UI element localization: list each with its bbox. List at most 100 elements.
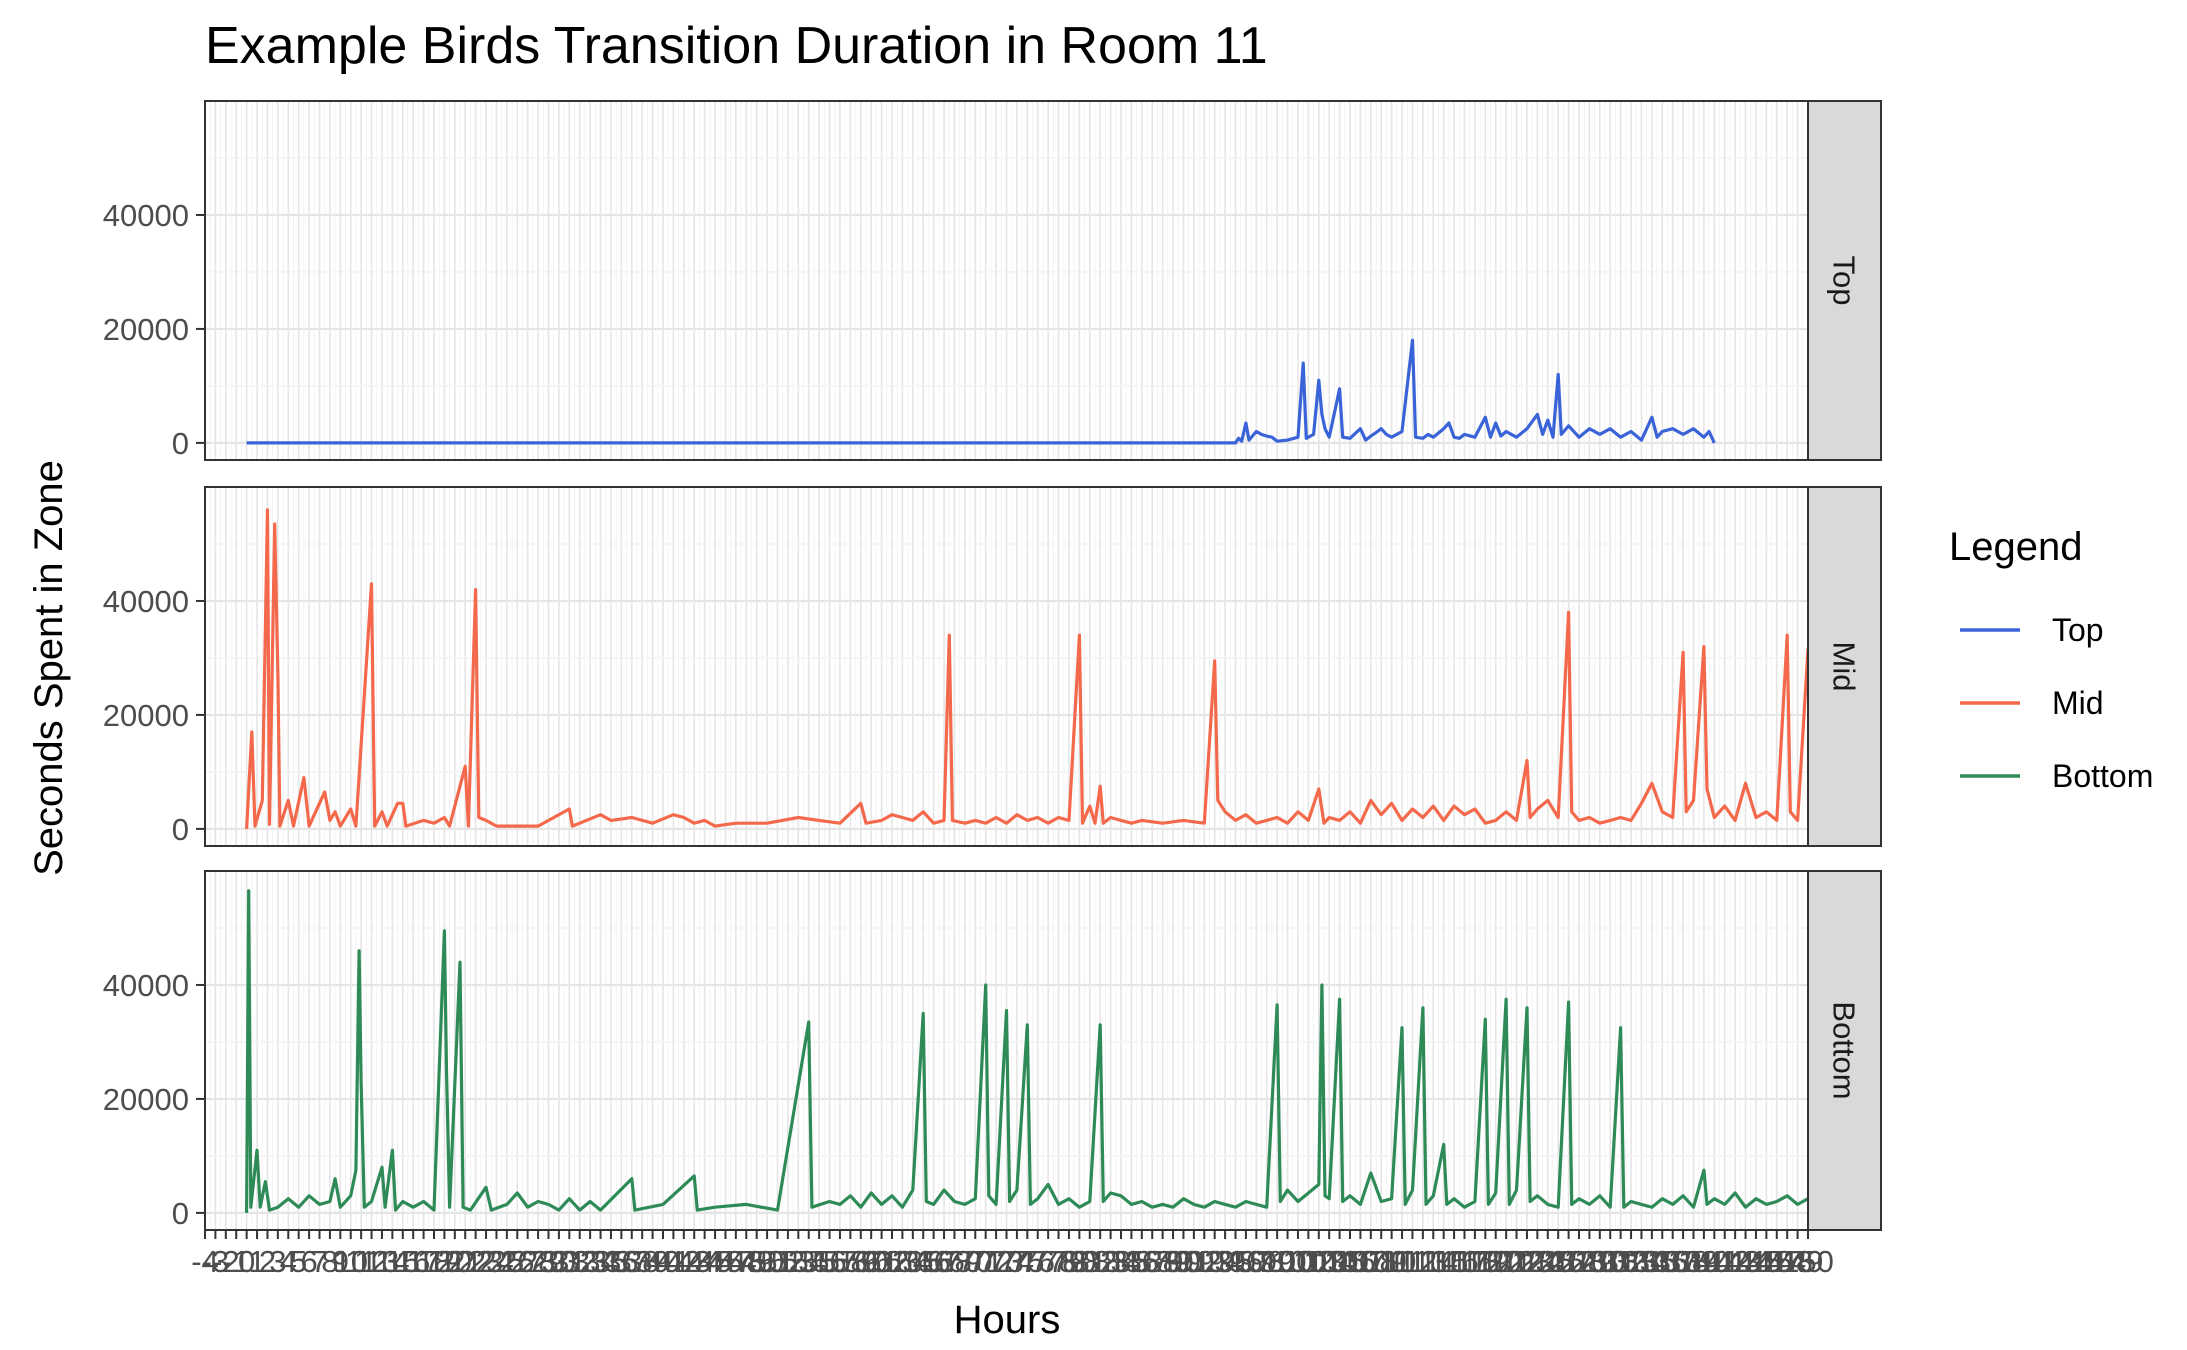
x-tick-label: 101 <box>1272 1244 1324 1279</box>
x-tick-label: -2 <box>212 1244 240 1279</box>
facet-strip-label: Top <box>1827 256 1862 306</box>
x-tick-label: 145 <box>1730 1244 1782 1279</box>
x-tick-label: 85 <box>1114 1244 1148 1279</box>
x-tick-label: 10 <box>333 1244 367 1279</box>
x-tick-label: 72 <box>979 1244 1013 1279</box>
facet-panel-mid: Mid 0 20000 40000 <box>103 486 1882 847</box>
series-line-mid <box>245 508 1819 829</box>
x-tick-label: 130 <box>1574 1244 1626 1279</box>
x-tick-label: 54 <box>791 1244 825 1279</box>
y-tick-label: 40000 <box>103 968 189 1003</box>
x-tick-label: 82 <box>1083 1244 1117 1279</box>
x-tick-label: 67 <box>927 1244 961 1279</box>
x-tick-label: 29 <box>531 1244 565 1279</box>
x-tick-label: 103 <box>1293 1244 1345 1279</box>
x-tick-label: 125 <box>1522 1244 1574 1279</box>
x-tick-label: 5 <box>290 1244 307 1279</box>
x-tick-label: 134 <box>1616 1244 1668 1279</box>
x-tick-label: 143 <box>1709 1244 1761 1279</box>
x-tick-label: 141 <box>1688 1244 1740 1279</box>
x-tick-label: 115 <box>1419 1244 1468 1279</box>
x-tick-label: 108 <box>1345 1244 1397 1279</box>
x-tick-label: 73 <box>989 1244 1023 1279</box>
y-tick-label: 20000 <box>103 1082 189 1117</box>
x-tick-label: 26 <box>500 1244 534 1279</box>
x-tick-label: 74 <box>1000 1244 1034 1279</box>
series-line-bottom <box>245 889 1820 1213</box>
x-tick-label: 114 <box>1409 1244 1458 1279</box>
x-tick-label: 63 <box>885 1244 919 1279</box>
y-tick-label: 0 <box>172 812 189 847</box>
x-tick-label: 140 <box>1678 1244 1730 1279</box>
x-tick-label: 65 <box>906 1244 940 1279</box>
x-tick-label: 75 <box>1010 1244 1044 1279</box>
facet-strip-label: Mid <box>1827 642 1862 692</box>
y-tick-label: 40000 <box>103 584 189 619</box>
x-tick-label: 102 <box>1282 1244 1334 1279</box>
x-tick-label: 55 <box>802 1244 836 1279</box>
facet-panel-top: Top 0 20000 40000 <box>103 100 1882 461</box>
x-tick-label: 23 <box>469 1244 503 1279</box>
x-tick-label: 111 <box>1378 1244 1425 1279</box>
x-tick-label: 58 <box>833 1244 867 1279</box>
x-tick-label: 150 <box>1782 1244 1834 1279</box>
x-tick-label: 126 <box>1532 1244 1584 1279</box>
x-tick-label: 78 <box>1041 1244 1075 1279</box>
x-tick-label: 64 <box>896 1244 930 1279</box>
x-tick-label: 97 <box>1239 1244 1273 1279</box>
x-tick-label: 100 <box>1262 1244 1314 1279</box>
x-tick-label: 128 <box>1553 1244 1605 1279</box>
x-tick-label: 81 <box>1073 1244 1107 1279</box>
x-tick-label: 34 <box>583 1244 617 1279</box>
x-tick-label: 91 <box>1177 1244 1211 1279</box>
x-tick-label: 1 <box>248 1244 265 1279</box>
x-tick-label: 144 <box>1720 1244 1772 1279</box>
y-axis-title: Seconds Spent in Zone <box>27 460 71 876</box>
x-tick-label: 7 <box>311 1244 328 1279</box>
x-tick-label: 138 <box>1657 1244 1709 1279</box>
x-tick-label: 110 <box>1367 1244 1416 1279</box>
x-tick-label: 137 <box>1647 1244 1699 1279</box>
x-tick-label: 92 <box>1187 1244 1221 1279</box>
x-tick-label: 6 <box>300 1244 317 1279</box>
x-tick-label: 18 <box>417 1244 451 1279</box>
x-tick-label: 41 <box>656 1244 690 1279</box>
x-tick-label: 61 <box>864 1244 898 1279</box>
panel-grid <box>204 101 1809 460</box>
x-tick-label: 37 <box>615 1244 649 1279</box>
x-tick-label: 15 <box>386 1244 420 1279</box>
x-tick-label: 14 <box>375 1244 409 1279</box>
x-tick-label: 116 <box>1429 1244 1478 1279</box>
x-axis: -4-3-2-101234567891011121314151617181920… <box>191 1230 1834 1279</box>
x-tick-label: 11 <box>345 1244 377 1279</box>
x-tick-label: 94 <box>1208 1244 1242 1279</box>
facet-panels: Top 0 20000 40000 Mid 0 20000 40000 Bottom 0 20000… <box>103 100 1882 1231</box>
x-tick-label: 49 <box>739 1244 773 1279</box>
x-tick-label: 60 <box>854 1244 888 1279</box>
x-tick-label: 17 <box>406 1244 440 1279</box>
legend: Legend Top Mid Bottom <box>1949 525 2153 794</box>
x-tick-label: 142 <box>1699 1244 1751 1279</box>
x-tick-label: 57 <box>823 1244 857 1279</box>
x-tick-label: 16 <box>396 1244 430 1279</box>
x-tick-label: 44 <box>687 1244 721 1279</box>
x-tick-label: 31 <box>552 1244 586 1279</box>
x-tick-label: 129 <box>1564 1244 1616 1279</box>
legend-label-bottom: Bottom <box>2052 758 2153 794</box>
x-tick-label: 13 <box>365 1244 399 1279</box>
legend-title: Legend <box>1949 525 2082 569</box>
x-tick-label: 96 <box>1229 1244 1263 1279</box>
panel-grid <box>204 487 1809 846</box>
x-tick-label: 42 <box>667 1244 701 1279</box>
x-tick-label: 132 <box>1595 1244 1647 1279</box>
x-tick-label: 122 <box>1491 1244 1543 1279</box>
x-tick-label: 146 <box>1740 1244 1792 1279</box>
facet-strip-label: Bottom <box>1827 1001 1862 1099</box>
x-tick-label: 76 <box>1020 1244 1054 1279</box>
x-tick-label: 71 <box>968 1244 1002 1279</box>
x-tick-label: 104 <box>1303 1244 1355 1279</box>
x-tick-label: 98 <box>1249 1244 1283 1279</box>
x-tick-label: 105 <box>1314 1244 1366 1279</box>
x-tick-label: 133 <box>1605 1244 1657 1279</box>
x-axis-title: Hours <box>954 1298 1061 1342</box>
